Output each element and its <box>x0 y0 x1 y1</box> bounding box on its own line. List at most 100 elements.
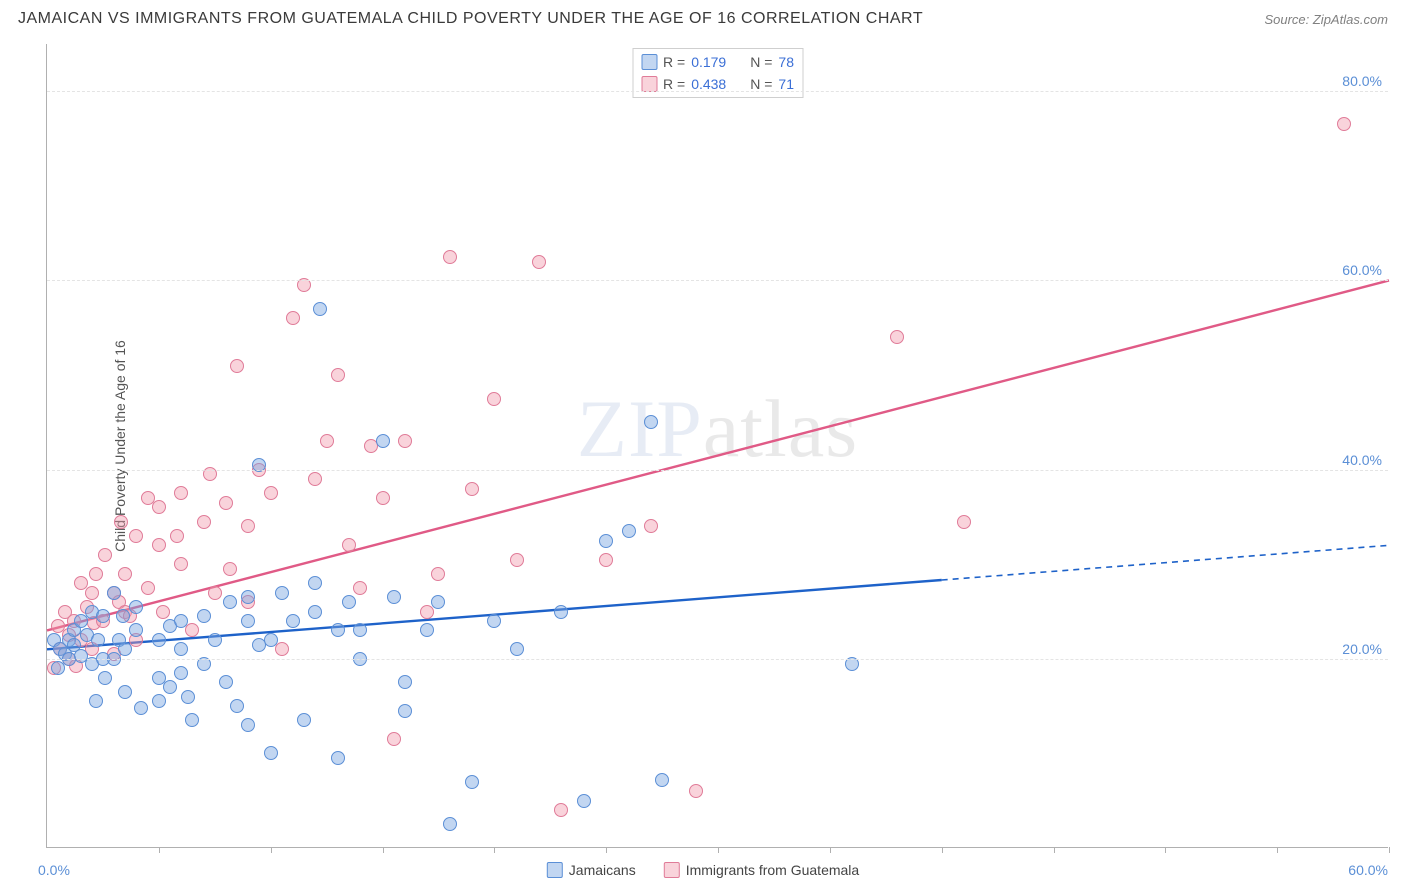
scatter-point-blue <box>487 614 501 628</box>
scatter-point-blue <box>264 633 278 647</box>
scatter-point-blue <box>174 614 188 628</box>
scatter-point-blue <box>174 666 188 680</box>
scatter-point-pink <box>443 250 457 264</box>
scatter-point-blue <box>387 590 401 604</box>
scatter-point-pink <box>174 486 188 500</box>
scatter-point-pink <box>554 803 568 817</box>
scatter-point-pink <box>487 392 501 406</box>
scatter-point-blue <box>241 718 255 732</box>
x-tick <box>830 847 831 853</box>
scatter-point-blue <box>443 817 457 831</box>
gridline <box>47 91 1388 92</box>
swatch-pink-icon <box>664 862 680 878</box>
scatter-point-blue <box>465 775 479 789</box>
scatter-point-blue <box>223 595 237 609</box>
y-tick-label: 60.0% <box>1342 262 1382 278</box>
scatter-point-blue <box>129 623 143 637</box>
scatter-point-blue <box>116 609 130 623</box>
scatter-point-blue <box>185 713 199 727</box>
scatter-point-blue <box>181 690 195 704</box>
scatter-point-pink <box>644 519 658 533</box>
x-tick <box>494 847 495 853</box>
scatter-point-pink <box>152 500 166 514</box>
scatter-point-blue <box>331 623 345 637</box>
scatter-point-pink <box>223 562 237 576</box>
scatter-point-blue <box>91 633 105 647</box>
scatter-point-pink <box>85 586 99 600</box>
scatter-point-blue <box>118 685 132 699</box>
scatter-point-blue <box>163 680 177 694</box>
scatter-point-pink <box>230 359 244 373</box>
scatter-point-pink <box>118 567 132 581</box>
scatter-point-blue <box>230 699 244 713</box>
x-tick <box>606 847 607 853</box>
scatter-point-pink <box>114 515 128 529</box>
scatter-point-blue <box>376 434 390 448</box>
scatter-point-blue <box>398 675 412 689</box>
scatter-point-blue <box>197 609 211 623</box>
scatter-point-pink <box>957 515 971 529</box>
scatter-point-blue <box>342 595 356 609</box>
scatter-point-pink <box>241 519 255 533</box>
scatter-point-blue <box>420 623 434 637</box>
gridline <box>47 280 1388 281</box>
scatter-point-blue <box>331 751 345 765</box>
scatter-point-blue <box>264 746 278 760</box>
scatter-point-pink <box>320 434 334 448</box>
x-tick <box>942 847 943 853</box>
scatter-point-blue <box>297 713 311 727</box>
x-tick <box>1054 847 1055 853</box>
scatter-point-blue <box>510 642 524 656</box>
scatter-point-pink <box>129 529 143 543</box>
scatter-point-pink <box>152 538 166 552</box>
x-tick <box>718 847 719 853</box>
scatter-point-blue <box>554 605 568 619</box>
scatter-point-pink <box>174 557 188 571</box>
scatter-point-blue <box>313 302 327 316</box>
scatter-point-blue <box>398 704 412 718</box>
scatter-point-pink <box>342 538 356 552</box>
scatter-point-blue <box>208 633 222 647</box>
scatter-point-blue <box>96 609 110 623</box>
scatter-point-pink <box>156 605 170 619</box>
scatter-point-blue <box>275 586 289 600</box>
scatter-point-pink <box>170 529 184 543</box>
scatter-point-pink <box>532 255 546 269</box>
scatter-point-pink <box>141 581 155 595</box>
scatter-point-pink <box>890 330 904 344</box>
scatter-point-pink <box>387 732 401 746</box>
scatter-point-blue <box>129 600 143 614</box>
x-tick <box>159 847 160 853</box>
scatter-point-blue <box>622 524 636 538</box>
scatter-point-blue <box>308 605 322 619</box>
x-tick <box>1389 847 1390 853</box>
scatter-point-blue <box>241 590 255 604</box>
scatter-point-blue <box>152 633 166 647</box>
legend-label: Jamaicans <box>569 862 636 878</box>
scatter-point-blue <box>118 642 132 656</box>
scatter-point-blue <box>599 534 613 548</box>
scatter-point-pink <box>510 553 524 567</box>
scatter-point-pink <box>264 486 278 500</box>
scatter-point-pink <box>219 496 233 510</box>
scatter-point-blue <box>431 595 445 609</box>
scatter-point-pink <box>353 581 367 595</box>
scatter-points <box>47 44 1388 847</box>
x-tick <box>1165 847 1166 853</box>
scatter-point-blue <box>98 671 112 685</box>
scatter-point-blue <box>89 694 103 708</box>
x-tick-label-max: 60.0% <box>1348 862 1388 878</box>
scatter-point-pink <box>197 515 211 529</box>
scatter-point-pink <box>465 482 479 496</box>
x-tick <box>271 847 272 853</box>
scatter-point-pink <box>308 472 322 486</box>
scatter-point-pink <box>689 784 703 798</box>
scatter-point-pink <box>431 567 445 581</box>
scatter-point-pink <box>376 491 390 505</box>
gridline <box>47 659 1388 660</box>
scatter-point-pink <box>185 623 199 637</box>
scatter-point-pink <box>286 311 300 325</box>
x-tick <box>383 847 384 853</box>
scatter-point-blue <box>152 694 166 708</box>
series-legend: Jamaicans Immigrants from Guatemala <box>547 862 859 878</box>
